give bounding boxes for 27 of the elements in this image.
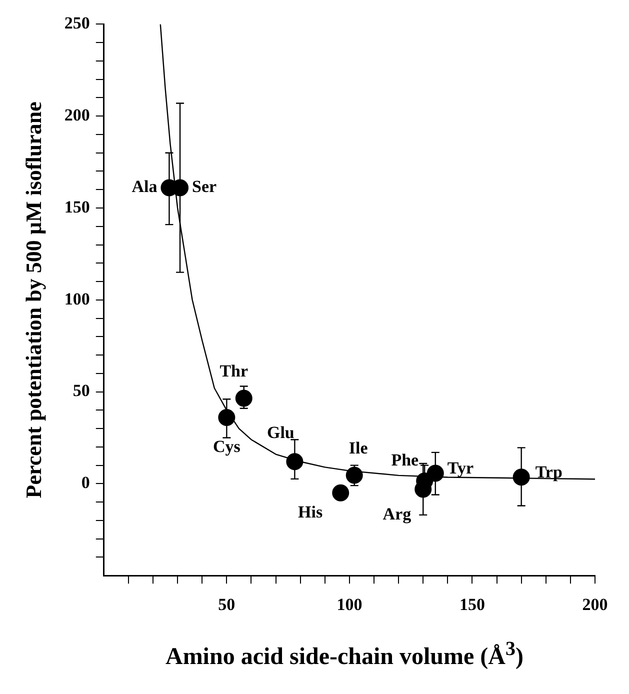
y-tick-label: 150 (64, 197, 90, 216)
annotation: Ser (192, 177, 218, 196)
annotation: His (298, 502, 323, 522)
annotation: Ile (348, 438, 368, 458)
annotation: Ala (132, 177, 158, 196)
annotation: Trp (535, 462, 562, 482)
annotation: Arg (382, 504, 412, 524)
annotation: Thr (220, 362, 248, 381)
y-tick-label: 250 (64, 14, 90, 33)
point (346, 466, 363, 484)
y-tick-label: 200 (64, 105, 90, 124)
x-axis-title: Amino acid side-chain volume (Å$^{3}$) (164, 638, 524, 671)
x-tick-label: 50 (218, 595, 236, 614)
point (426, 464, 444, 482)
point (332, 484, 350, 502)
x-tick-label: 150 (459, 595, 485, 614)
point (235, 390, 252, 407)
x-tick-label: 200 (582, 595, 608, 614)
annotation: Cys (212, 436, 241, 456)
annotation: Phe (391, 450, 420, 470)
y-tick-label: 50 (72, 381, 90, 400)
y-tick-label: 100 (64, 289, 90, 308)
y-tick-label: 0 (81, 473, 90, 492)
x-tick-label: 100 (336, 595, 362, 614)
y-axis-title: Percent potentiation by 500 µM isoflurane (20, 101, 46, 498)
annotation: Tyr (447, 458, 474, 478)
annotation: Glu (266, 423, 294, 442)
